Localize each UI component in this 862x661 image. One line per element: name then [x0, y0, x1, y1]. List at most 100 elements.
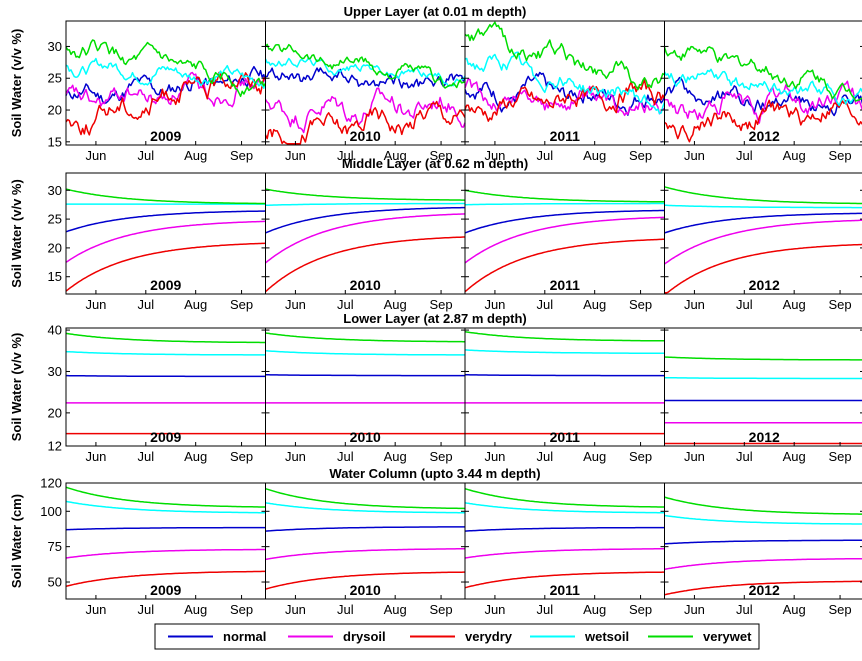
x-tick-label: Jul: [536, 602, 553, 617]
series-line-wetsoil: [665, 378, 862, 379]
chart-title: Middle Layer (at 0.62 m depth): [342, 156, 528, 171]
x-tick-label: Aug: [583, 449, 606, 464]
x-tick-label: Jun: [85, 449, 106, 464]
series-line-drysoil: [266, 88, 466, 132]
series-line-wetsoil: [66, 352, 266, 355]
x-tick-label: Jul: [337, 602, 354, 617]
year-label: 2011: [550, 429, 581, 445]
year-label: 2011: [550, 277, 581, 293]
x-tick-label: Sep: [429, 602, 452, 617]
y-tick-label: 50: [48, 575, 62, 590]
x-tick-label: Jun: [285, 449, 306, 464]
year-label: 2012: [749, 582, 780, 598]
x-tick-label: Jun: [484, 602, 505, 617]
x-tick-label: Sep: [828, 148, 851, 163]
series-line-wetsoil: [266, 204, 466, 206]
y-axis-label: Soil Water (v/v %): [9, 333, 24, 442]
year-label: 2011: [550, 582, 581, 598]
x-tick-label: Aug: [783, 602, 806, 617]
series-line-normal: [266, 375, 466, 376]
x-tick-label: Sep: [230, 602, 253, 617]
series-line-normal: [465, 211, 665, 233]
x-tick-label: Jun: [684, 602, 705, 617]
series-line-normal: [266, 208, 466, 233]
series-line-wetsoil: [266, 351, 466, 355]
year-label: 2011: [550, 128, 581, 144]
legend-label-normal: normal: [223, 629, 266, 644]
x-tick-label: Sep: [230, 449, 253, 464]
x-tick-label: Aug: [783, 449, 806, 464]
x-tick-label: Aug: [583, 602, 606, 617]
legend-label-wetsoil: wetsoil: [584, 629, 629, 644]
series-line-wetsoil: [465, 350, 665, 353]
series-line-verywet: [266, 189, 466, 200]
y-tick-label: 100: [40, 504, 62, 519]
legend-label-drysoil: drysoil: [343, 629, 386, 644]
y-tick-label: 30: [48, 364, 62, 379]
x-tick-label: Aug: [384, 602, 407, 617]
x-tick-label: Jul: [536, 297, 553, 312]
year-label: 2012: [749, 429, 780, 445]
x-tick-label: Jul: [736, 602, 753, 617]
x-tick-label: Jun: [484, 297, 505, 312]
y-tick-label: 30: [48, 183, 62, 198]
y-tick-label: 20: [48, 405, 62, 420]
series-line-verywet: [665, 497, 862, 514]
series-line-normal: [266, 68, 466, 88]
series-line-verywet: [465, 190, 665, 202]
x-tick-label: Jul: [536, 449, 553, 464]
year-label: 2010: [350, 277, 381, 293]
year-label: 2010: [350, 128, 381, 144]
x-tick-label: Jun: [684, 148, 705, 163]
y-tick-label: 15: [48, 269, 62, 284]
x-tick-label: Jul: [736, 449, 753, 464]
series-line-verywet: [66, 40, 266, 96]
series-line-normal: [66, 376, 266, 377]
year-label: 2012: [749, 277, 780, 293]
x-tick-label: Jul: [137, 602, 154, 617]
x-tick-label: Aug: [783, 148, 806, 163]
series-line-verywet: [266, 489, 466, 509]
series-line-drysoil: [66, 221, 266, 262]
x-tick-label: Sep: [230, 148, 253, 163]
series-line-verywet: [465, 489, 665, 507]
y-tick-label: 20: [48, 240, 62, 255]
y-axis-label: Soil Water (v/v %): [9, 179, 24, 288]
x-tick-label: Aug: [184, 297, 207, 312]
series-line-verywet: [665, 187, 862, 204]
x-tick-label: Aug: [583, 297, 606, 312]
x-tick-label: Aug: [583, 148, 606, 163]
year-label: 2010: [350, 429, 381, 445]
x-tick-label: Jun: [684, 449, 705, 464]
chart-row-2: Middle Layer (at 0.62 m depth) Soil Water…: [9, 156, 862, 312]
x-tick-label: Jul: [736, 148, 753, 163]
panel-frame: [266, 173, 466, 294]
y-tick-label: 15: [48, 134, 62, 149]
x-tick-label: Sep: [828, 297, 851, 312]
series-line-wetsoil: [66, 59, 266, 89]
series-line-wetsoil: [665, 205, 862, 207]
y-tick-label: 25: [48, 71, 62, 86]
y-axis-label: Soil Water (cm): [9, 494, 24, 588]
y-tick-label: 40: [48, 323, 62, 338]
year-label: 2009: [150, 128, 181, 144]
series-line-normal: [665, 213, 862, 233]
year-label: 2012: [749, 128, 780, 144]
x-tick-label: Aug: [783, 297, 806, 312]
legend-label-verydry: verydry: [465, 629, 513, 644]
x-tick-label: Jun: [285, 602, 306, 617]
x-tick-label: Jun: [85, 148, 106, 163]
panel-frame: [465, 173, 665, 294]
series-line-drysoil: [66, 550, 266, 559]
x-tick-label: Jul: [337, 297, 354, 312]
x-tick-label: Sep: [429, 449, 452, 464]
x-tick-label: Jul: [137, 297, 154, 312]
x-tick-label: Jul: [337, 449, 354, 464]
